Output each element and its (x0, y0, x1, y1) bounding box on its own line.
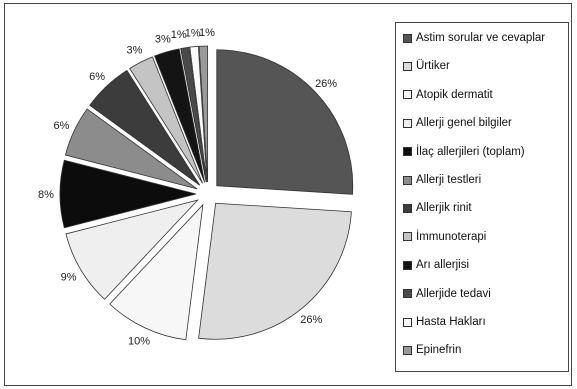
legend-label: Allerji genel bilgiler (416, 117, 512, 130)
slice-value-label: 6% (53, 120, 69, 132)
slice-value-label: 1% (199, 27, 215, 39)
pie-slice-4 (65, 199, 199, 300)
pie-slice-3 (109, 203, 204, 341)
legend-item: Hasta Hakları (403, 314, 486, 330)
legend-swatch (403, 147, 412, 157)
slice-value-label: 26% (300, 314, 322, 326)
chart-frame: 26% 26% 10% 9% 8% 6% 6% 3% 3% 1% 1% 1% Astim sorula… (4, 3, 572, 386)
legend-label: Arı allerjisi (416, 259, 470, 272)
legend-swatch (403, 175, 412, 185)
legend-swatch (403, 289, 412, 299)
legend-label: Ürtiker (416, 60, 450, 73)
legend-swatch (403, 317, 412, 327)
slice-value-label: 3% (127, 45, 143, 57)
legend-swatch (403, 260, 412, 270)
legend-item: İmmunoterapi (403, 229, 486, 245)
legend-label: Allerji testleri (416, 174, 482, 186)
slice-value-label: 26% (315, 78, 337, 90)
pie-slice-8 (129, 56, 203, 184)
legend-item: Atopik dermatit (403, 87, 493, 103)
pie-slice-12 (198, 45, 209, 183)
pie-slice-10 (180, 46, 207, 183)
legend-swatch (403, 33, 412, 43)
legend-swatch (403, 232, 412, 242)
legend-item: Allerji testleri (403, 172, 481, 188)
legend-item: Allerjide tedavi (403, 286, 491, 302)
pie-slice-2 (198, 202, 352, 340)
legend-swatch (403, 90, 412, 100)
legend-swatch (403, 118, 412, 128)
pie-slice-1 (216, 49, 354, 195)
legend: Astim sorular ve cevaplar Ürtiker Atopik d… (395, 22, 569, 372)
legend-item: İlaç allerjileri (toplam) (403, 144, 525, 160)
legend-label: Hasta Hakları (416, 316, 486, 328)
slice-value-label: 1% (185, 28, 201, 40)
legend-label: Allerjide tedavi (416, 287, 491, 300)
legend-label: İlaç allerjileri (toplam) (416, 145, 525, 158)
legend-item: Allerjik rinit (403, 200, 472, 216)
pie-slice-7 (89, 69, 201, 186)
legend-label: İmmunoterapi (416, 230, 487, 243)
legend-item: Arı allerjisi (403, 257, 469, 273)
legend-swatch (403, 61, 412, 71)
slice-value-label: 8% (38, 189, 54, 201)
legend-label: Atopik dermatit (416, 88, 493, 101)
slice-value-label: 10% (128, 336, 150, 348)
pie-slice-11 (189, 45, 208, 183)
slice-value-label: 3% (155, 33, 171, 45)
legend-swatch (403, 345, 412, 355)
pie-slice-5 (59, 159, 197, 229)
legend-item: Ürtiker (403, 58, 450, 74)
legend-label: Astim sorular ve cevaplar (416, 32, 546, 44)
legend-item: Allerji genel bilgiler (403, 115, 512, 131)
pie-slice-6 (64, 108, 198, 190)
pie-slice-9 (154, 48, 206, 183)
legend-swatch (403, 203, 412, 213)
slice-value-label: 1% (171, 29, 187, 41)
legend-item: Epinefrin (403, 342, 461, 358)
slice-value-label: 9% (61, 271, 77, 283)
legend-label: Allerjik rinit (416, 202, 472, 215)
slice-value-label: 6% (89, 71, 105, 83)
legend-item: Astim sorular ve cevaplar (403, 30, 545, 46)
legend-label: Epinefrin (416, 344, 462, 357)
pie-chart: 26%26%10%9%8%6%6%3%3% 1%1%1% (38, 27, 354, 348)
